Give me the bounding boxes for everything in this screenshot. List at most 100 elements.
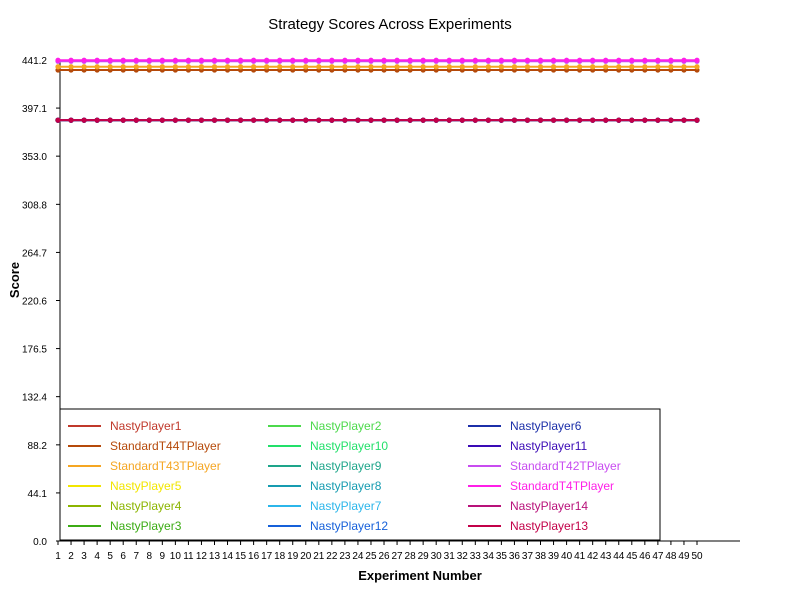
- data-point: [694, 117, 700, 123]
- x-tick-label: 27: [391, 551, 403, 562]
- data-point: [55, 57, 61, 63]
- data-point: [146, 57, 152, 63]
- x-tick-label: 23: [339, 551, 351, 562]
- data-point: [211, 57, 218, 63]
- x-tick-label: 37: [522, 551, 534, 562]
- data-point: [68, 64, 74, 70]
- data-point: [446, 57, 452, 63]
- x-tick-label: 1: [55, 551, 61, 562]
- data-point: [237, 117, 244, 123]
- data-point: [394, 117, 400, 123]
- data-point: [159, 64, 165, 70]
- x-tick-label: 39: [548, 551, 560, 562]
- data-point: [211, 64, 218, 70]
- x-tick-label: 38: [535, 551, 547, 562]
- data-point: [329, 57, 335, 63]
- x-tick-label: 40: [561, 551, 573, 562]
- data-point: [146, 64, 152, 70]
- data-point: [511, 117, 518, 123]
- data-point: [603, 64, 609, 70]
- series-StandardT44TPlayer: [55, 67, 700, 73]
- data-point: [485, 117, 491, 123]
- data-point: [590, 64, 596, 70]
- y-tick-label: 88.2: [28, 441, 48, 452]
- x-tick-label: 31: [444, 551, 456, 562]
- data-point: [485, 57, 491, 63]
- data-point: [355, 64, 361, 70]
- data-point: [120, 64, 126, 70]
- data-point: [668, 117, 674, 123]
- data-point: [355, 117, 361, 123]
- data-point: [472, 64, 478, 70]
- data-point: [590, 117, 596, 123]
- x-tick-label: 2: [68, 551, 74, 562]
- legend-label: NastyPlayer7: [310, 499, 382, 513]
- x-tick-label: 20: [300, 551, 312, 562]
- data-point: [211, 117, 218, 123]
- data-point: [694, 64, 700, 70]
- data-point: [368, 57, 374, 63]
- series-StandardT4TPlayer: [55, 57, 700, 63]
- y-tick-label: 308.8: [22, 200, 47, 211]
- data-point: [185, 57, 192, 63]
- x-tick-label: 34: [483, 551, 495, 562]
- legend: NastyPlayer1 StandardT44TPlayer StandardT4…: [59, 408, 661, 541]
- data-point: [511, 64, 518, 70]
- data-point: [459, 64, 465, 70]
- data-point: [433, 64, 439, 70]
- data-point: [277, 117, 283, 123]
- data-point: [407, 57, 413, 63]
- data-point: [368, 117, 374, 123]
- data-point: [616, 64, 622, 70]
- x-tick-label: 35: [496, 551, 508, 562]
- data-point: [172, 117, 178, 123]
- x-tick-label: 49: [678, 551, 690, 562]
- x-tick-label: 41: [574, 551, 586, 562]
- data-point: [277, 57, 283, 63]
- x-tick-label: 44: [613, 551, 625, 562]
- data-point: [577, 64, 583, 70]
- data-point: [198, 57, 205, 63]
- data-point: [681, 64, 687, 70]
- data-point: [485, 64, 491, 70]
- data-point: [342, 117, 348, 123]
- series-StandardT43TPlayer: [55, 64, 700, 70]
- data-point: [472, 57, 478, 63]
- y-tick-label: 132.4: [22, 393, 47, 404]
- x-tick-label: 36: [509, 551, 521, 562]
- data-point: [498, 117, 504, 123]
- data-point: [537, 57, 544, 63]
- x-tick-label: 29: [418, 551, 430, 562]
- data-point: [290, 57, 296, 63]
- data-point: [603, 117, 609, 123]
- legend-label: StandardT43TPlayer: [110, 459, 221, 473]
- x-tick-label: 11: [183, 551, 194, 562]
- data-point: [133, 64, 139, 70]
- data-point: [459, 117, 465, 123]
- legend-label: NastyPlayer3: [110, 519, 182, 533]
- legend-label: NastyPlayer14: [510, 499, 588, 513]
- x-axis-label: Experiment Number: [358, 568, 482, 583]
- x-axis-ticks: 1 2 3 4 5 6 7 8 9 10 11 12 13 14 15 16 17 18 19 20 21 22 23 24 2…: [55, 541, 703, 562]
- data-point: [198, 64, 205, 70]
- data-point: [120, 117, 126, 123]
- data-point: [172, 57, 178, 63]
- data-point: [524, 57, 531, 63]
- y-tick-label: 264.7: [22, 248, 47, 259]
- y-tick-label: 44.1: [28, 489, 48, 500]
- legend-label: StandardT4TPlayer: [510, 479, 614, 493]
- series-NastyPlayer13: [55, 117, 700, 123]
- data-point: [107, 64, 113, 70]
- data-point: [498, 57, 504, 63]
- legend-label: NastyPlayer5: [110, 479, 182, 493]
- x-tick-label: 50: [691, 551, 703, 562]
- y-tick-label: 220.6: [22, 297, 47, 308]
- data-point: [524, 117, 531, 123]
- x-tick-label: 19: [287, 551, 299, 562]
- data-point: [355, 57, 361, 63]
- data-point: [198, 117, 205, 123]
- data-point: [550, 57, 557, 63]
- data-point: [394, 64, 400, 70]
- data-point: [524, 64, 531, 70]
